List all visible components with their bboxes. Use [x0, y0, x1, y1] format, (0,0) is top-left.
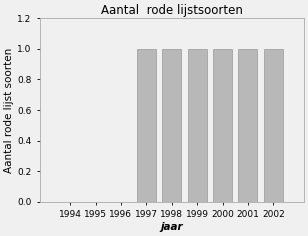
Bar: [213, 49, 232, 202]
Bar: [264, 49, 283, 202]
Bar: [188, 49, 207, 202]
Y-axis label: Aantal rode lijst soorten: Aantal rode lijst soorten: [4, 47, 14, 173]
Title: Aantal  rode lijstsoorten: Aantal rode lijstsoorten: [101, 4, 243, 17]
Bar: [137, 49, 156, 202]
X-axis label: jaar: jaar: [160, 222, 183, 232]
Bar: [162, 49, 181, 202]
Bar: [238, 49, 257, 202]
